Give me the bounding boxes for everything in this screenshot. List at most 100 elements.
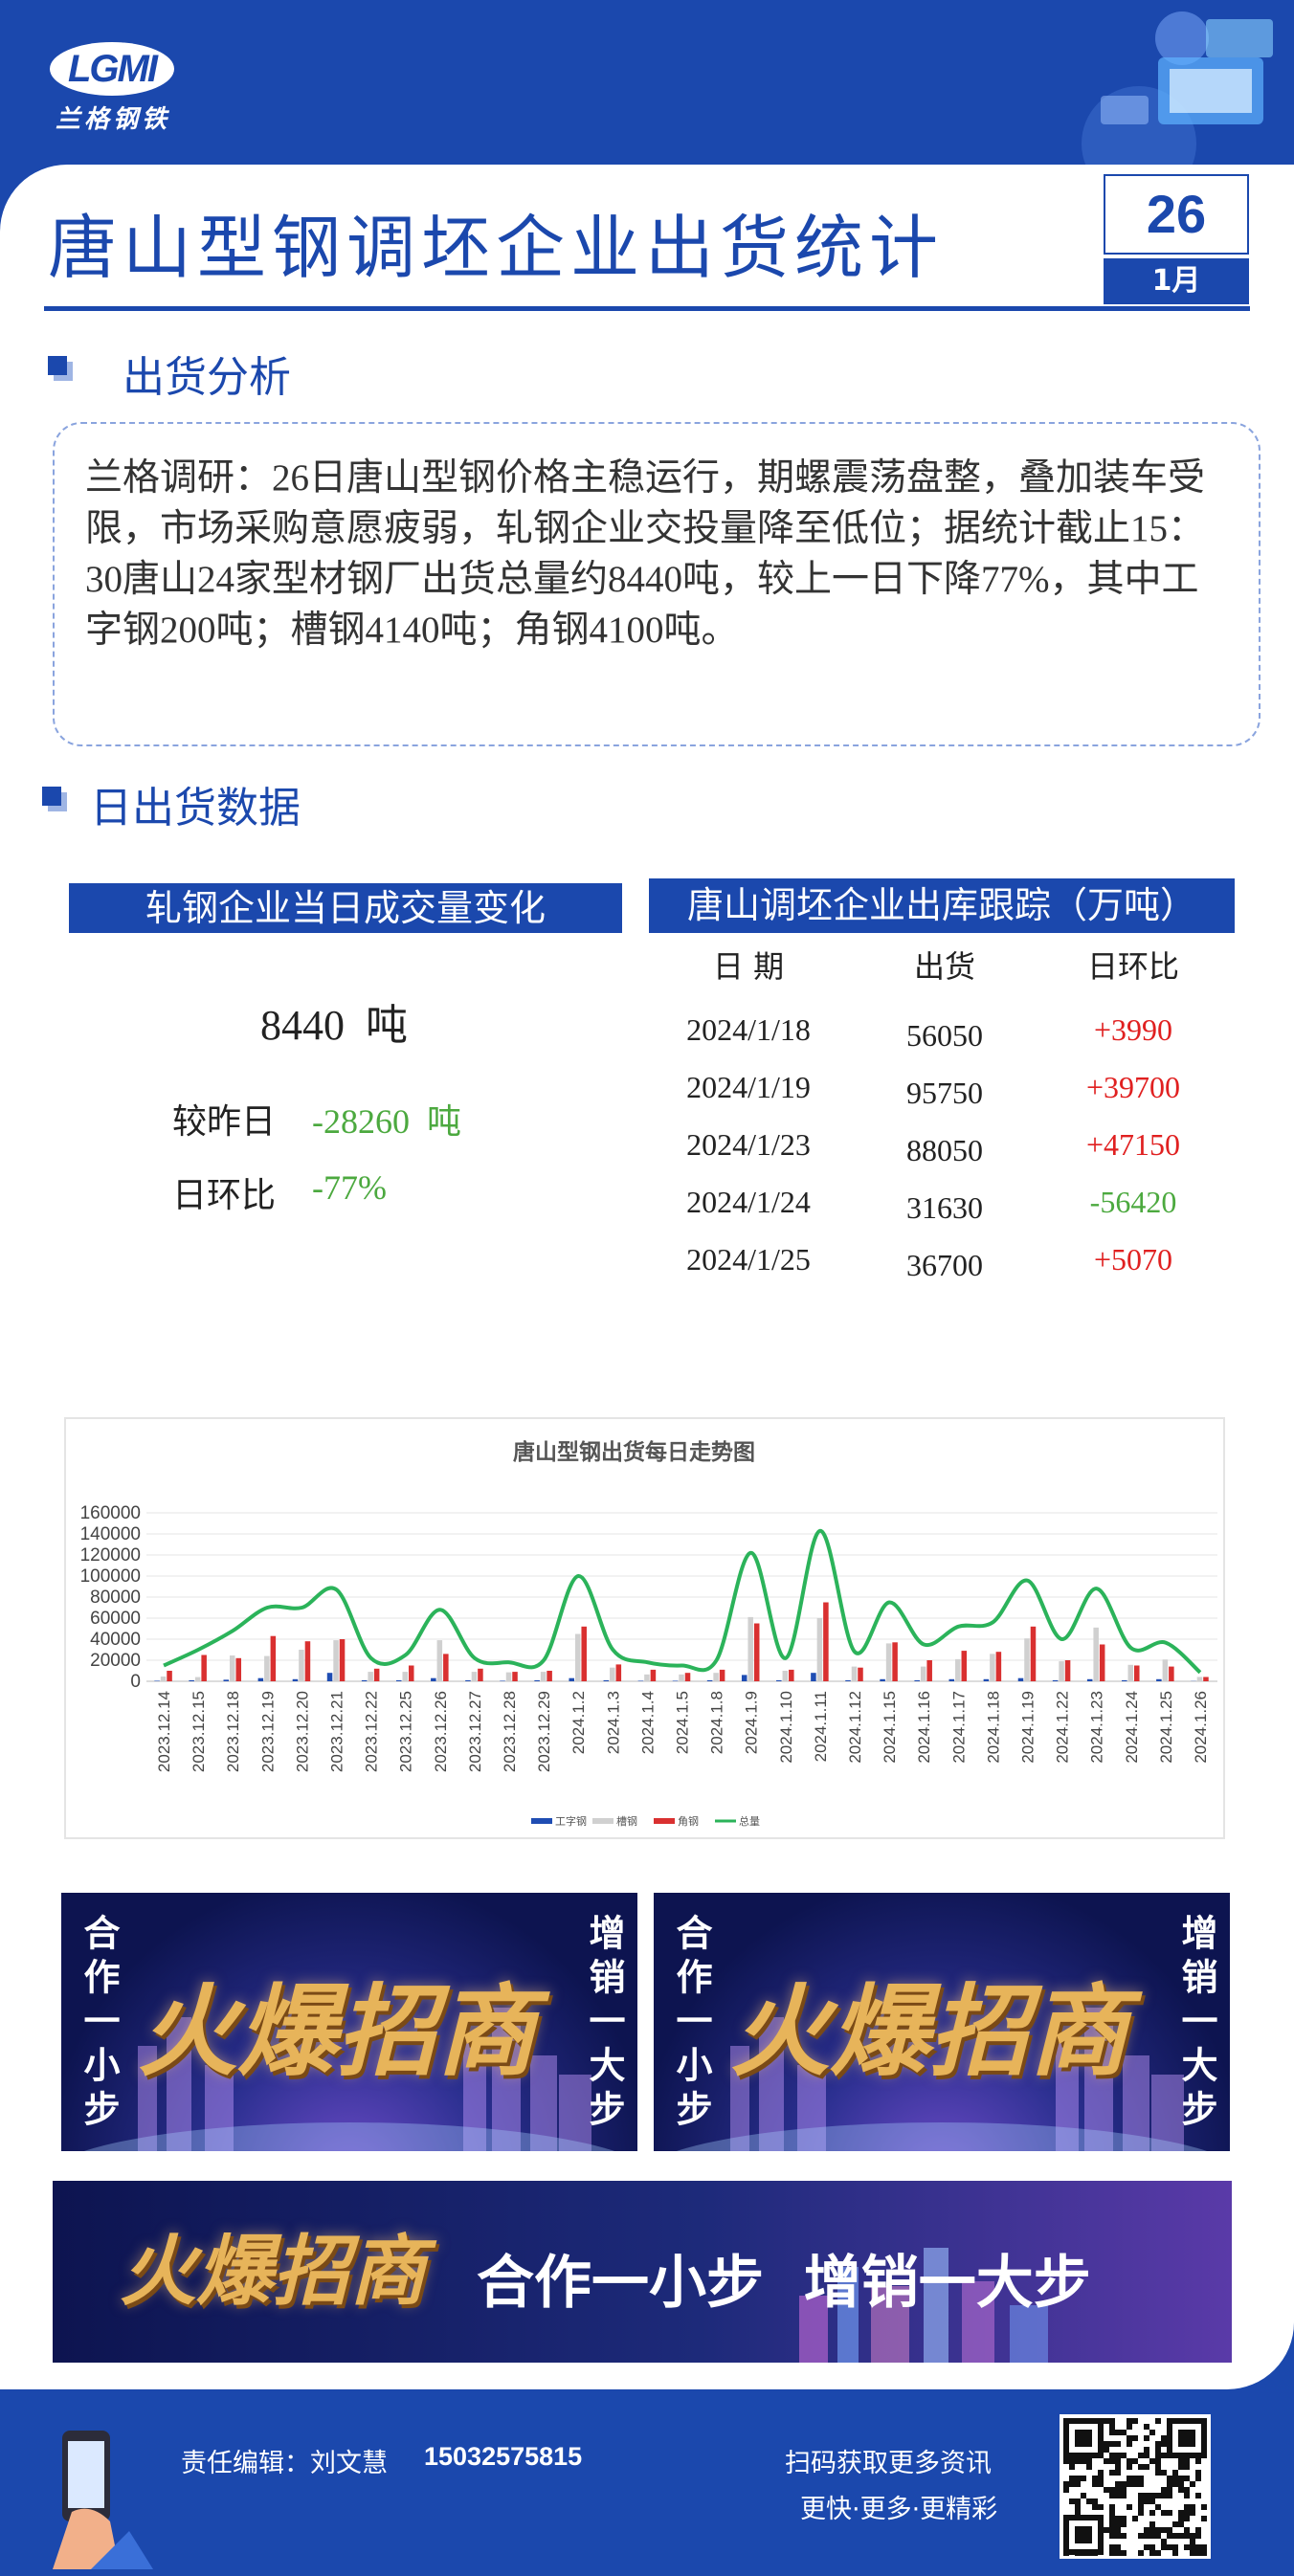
table-title: 唐山调坯企业出库跟踪（万吨） [649, 878, 1235, 933]
qr-cell [1132, 2516, 1138, 2521]
qr-cell [1155, 2458, 1161, 2464]
qr-cell [1172, 2476, 1178, 2481]
bar [264, 1655, 270, 1681]
bar [368, 1672, 373, 1681]
legend-label: 槽钢 [616, 1815, 637, 1828]
qr-cell [1075, 2498, 1081, 2504]
row-value: -77% [312, 1168, 387, 1207]
qr-cell [1109, 2550, 1115, 2556]
x-tick-label: 2023.12.27 [466, 1691, 484, 1772]
skyline [676, 2008, 1208, 2151]
qr-cell [1172, 2544, 1178, 2550]
qr-cell [1115, 2527, 1121, 2533]
building [167, 2017, 191, 2151]
qr-cell [1092, 2504, 1098, 2510]
bar [395, 1679, 402, 1681]
amount-value: 8440 [260, 1002, 345, 1049]
bar [189, 1679, 194, 1681]
y-tick-label: 140000 [80, 1524, 141, 1544]
qr-cell [1178, 2521, 1184, 2527]
table-cell: +3990 [1093, 1012, 1173, 1047]
qr-cell [1184, 2458, 1190, 2464]
skyline [799, 2248, 1048, 2363]
qr-cell [1098, 2481, 1104, 2487]
bar [637, 1680, 644, 1681]
qr-cell [1115, 2430, 1121, 2435]
x-tick-label: 2024.1.9 [743, 1691, 761, 1754]
qr-cell [1144, 2533, 1149, 2539]
qr-cell [1149, 2527, 1155, 2533]
phone: 15032575815 [424, 2442, 583, 2471]
qr-cell [1109, 2544, 1115, 2550]
y-tick-label: 0 [130, 1672, 141, 1692]
qr-cell [1069, 2498, 1075, 2504]
qr-cell [1127, 2424, 1132, 2430]
qr-cell [1161, 2435, 1167, 2441]
bar [615, 1664, 622, 1681]
qr-cell [1195, 2527, 1201, 2533]
section-icon [42, 787, 61, 806]
bar [1059, 1661, 1064, 1681]
qr-cell [1075, 2458, 1081, 2464]
qr-cell [1155, 2453, 1161, 2458]
qr-cell [1115, 2493, 1121, 2498]
date-day: 26 [1104, 174, 1249, 255]
bar [326, 1673, 333, 1681]
qr-cell [1155, 2533, 1161, 2539]
x-tick-label: 2023.12.14 [155, 1691, 173, 1772]
qr-cell [1155, 2470, 1161, 2476]
qr-cell [1172, 2550, 1178, 2556]
qr-cell [1149, 2510, 1155, 2516]
qr-cell [1104, 2458, 1109, 2464]
bar [990, 1654, 995, 1681]
bar [610, 1667, 615, 1681]
qr-cell [1115, 2544, 1121, 2550]
qr-cell [1121, 2487, 1127, 2493]
y-tick-label: 80000 [90, 1588, 141, 1608]
amount-unit: 吨 [366, 1002, 408, 1049]
qr-finder [1178, 2430, 1195, 2447]
qr-cell [1098, 2504, 1104, 2510]
bar [235, 1657, 242, 1681]
qr-cell [1161, 2493, 1167, 2498]
x-tick-label: 2024.1.24 [1123, 1691, 1141, 1764]
qr-cell [1115, 2453, 1121, 2458]
qr-cell [1184, 2487, 1190, 2493]
bar [1203, 1677, 1209, 1681]
bar [402, 1672, 408, 1681]
bar [500, 1680, 505, 1681]
qr-cell [1069, 2464, 1075, 2470]
bar [948, 1678, 955, 1681]
qr-cell [1155, 2504, 1161, 2510]
qr-finder [1075, 2430, 1092, 2447]
qr-cell [1167, 2493, 1172, 2498]
qr-cell [1063, 2481, 1069, 2487]
qr-cell [1132, 2458, 1138, 2464]
legend-swatch [592, 1818, 614, 1824]
qr-cell [1109, 2487, 1115, 2493]
bar [257, 1677, 264, 1681]
qr-cell [1138, 2510, 1144, 2516]
qr-cell [1063, 2458, 1069, 2464]
page-title: 唐山型钢调坯企业出货统计 [48, 211, 945, 287]
bar [851, 1666, 858, 1681]
table-header: 日环比 [1086, 948, 1179, 985]
table-header: 日 期 [712, 948, 785, 985]
qr-cell [1081, 2476, 1086, 2481]
qr-cell [1075, 2510, 1081, 2516]
y-tick-label: 100000 [80, 1566, 141, 1587]
chart-title: 唐山型钢出货每日走势图 [513, 1439, 755, 1464]
qr-cell [1184, 2493, 1190, 2498]
qr-cell [1098, 2476, 1104, 2481]
bar [644, 1674, 650, 1681]
qr-cell [1201, 2550, 1207, 2556]
qr-cell [1184, 2464, 1190, 2470]
qr-cell [1155, 2493, 1161, 2498]
x-tick-label: 2023.12.25 [397, 1691, 415, 1772]
bar [858, 1667, 863, 1681]
bar [914, 1679, 920, 1681]
qr-cell [1063, 2487, 1069, 2493]
qr-cell [1184, 2527, 1190, 2533]
bar [1196, 1677, 1203, 1681]
qr-cell [1115, 2550, 1121, 2556]
